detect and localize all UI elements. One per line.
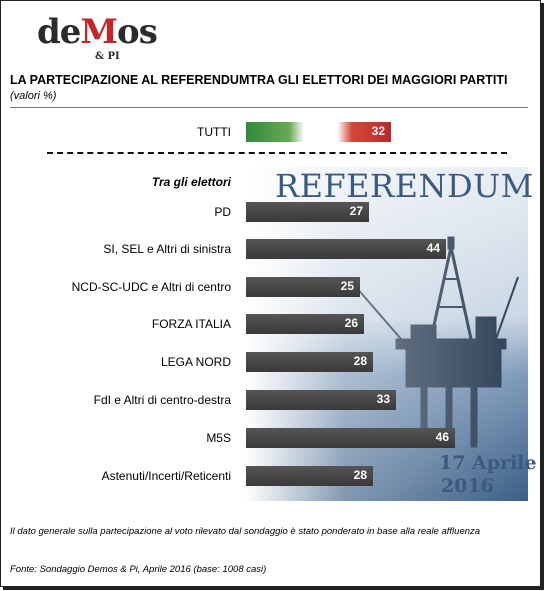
total-label: TUTTI bbox=[197, 125, 231, 139]
bar-value-lega-nord: 28 bbox=[353, 354, 367, 368]
bar-label-m5s: M5S bbox=[206, 431, 231, 445]
bar-value-m5s: 46 bbox=[435, 430, 449, 444]
bar-label-ncd: NCD-SC-UDC e Altri di centro bbox=[71, 280, 231, 294]
bar-label-pd: PD bbox=[214, 205, 231, 219]
bar-value-astenuti: 28 bbox=[353, 468, 367, 482]
bar-label-si-sel: SI, SEL e Altri di sinistra bbox=[103, 242, 231, 256]
chart-subtitle: (valori %) bbox=[10, 90, 57, 102]
total-bar: 32 bbox=[246, 122, 391, 142]
bar-pd: 27 bbox=[246, 202, 369, 222]
footnote: Il dato generale sulla partecipazione al… bbox=[10, 526, 481, 537]
bar-value-forza-italia: 26 bbox=[344, 316, 358, 330]
bar-label-astenuti: Astenuti/Incerti/Reticenti bbox=[101, 469, 231, 483]
chart-title: LA PARTECIPAZIONE AL REFERENDUMTRA GLI E… bbox=[10, 73, 508, 87]
date-line-2: 2016 bbox=[441, 475, 494, 497]
bar-lega-nord: 28 bbox=[246, 352, 373, 372]
bar-astenuti: 28 bbox=[246, 466, 373, 486]
referendum-date: 17 Aprile 2016 bbox=[439, 452, 537, 498]
logo-subtext: & PI bbox=[95, 51, 120, 62]
total-value: 32 bbox=[371, 124, 385, 138]
bar-value-pd: 27 bbox=[349, 204, 363, 218]
bar-forza-italia: 26 bbox=[246, 314, 364, 334]
dashed-divider bbox=[47, 152, 507, 154]
section-label: Tra gli elettori bbox=[151, 175, 231, 189]
bar-fdi: 33 bbox=[246, 390, 396, 410]
referendum-headline: REFERENDUM bbox=[275, 167, 534, 205]
bar-ncd: 25 bbox=[246, 277, 360, 297]
bar-value-fdi: 33 bbox=[376, 392, 390, 406]
bar-value-si-sel: 44 bbox=[426, 241, 440, 255]
bar-label-forza-italia: FORZA ITALIA bbox=[151, 317, 231, 331]
header-divider bbox=[10, 107, 528, 108]
bar-value-ncd: 25 bbox=[340, 279, 354, 293]
bar-label-lega-nord: LEGA NORD bbox=[160, 355, 231, 369]
date-line-1: 17 Aprile bbox=[439, 452, 537, 474]
bar-si-sel: 44 bbox=[246, 239, 446, 259]
bar-label-fdi: FdI e Altri di centro-destra bbox=[93, 393, 231, 407]
bar-m5s: 46 bbox=[246, 428, 455, 448]
source-note: Fonte: Sondaggio Demos & Pi, Aprile 2016… bbox=[10, 564, 267, 575]
demos-logo: deMos & PI bbox=[37, 12, 158, 62]
logo-wordmark: deMos bbox=[37, 12, 158, 52]
